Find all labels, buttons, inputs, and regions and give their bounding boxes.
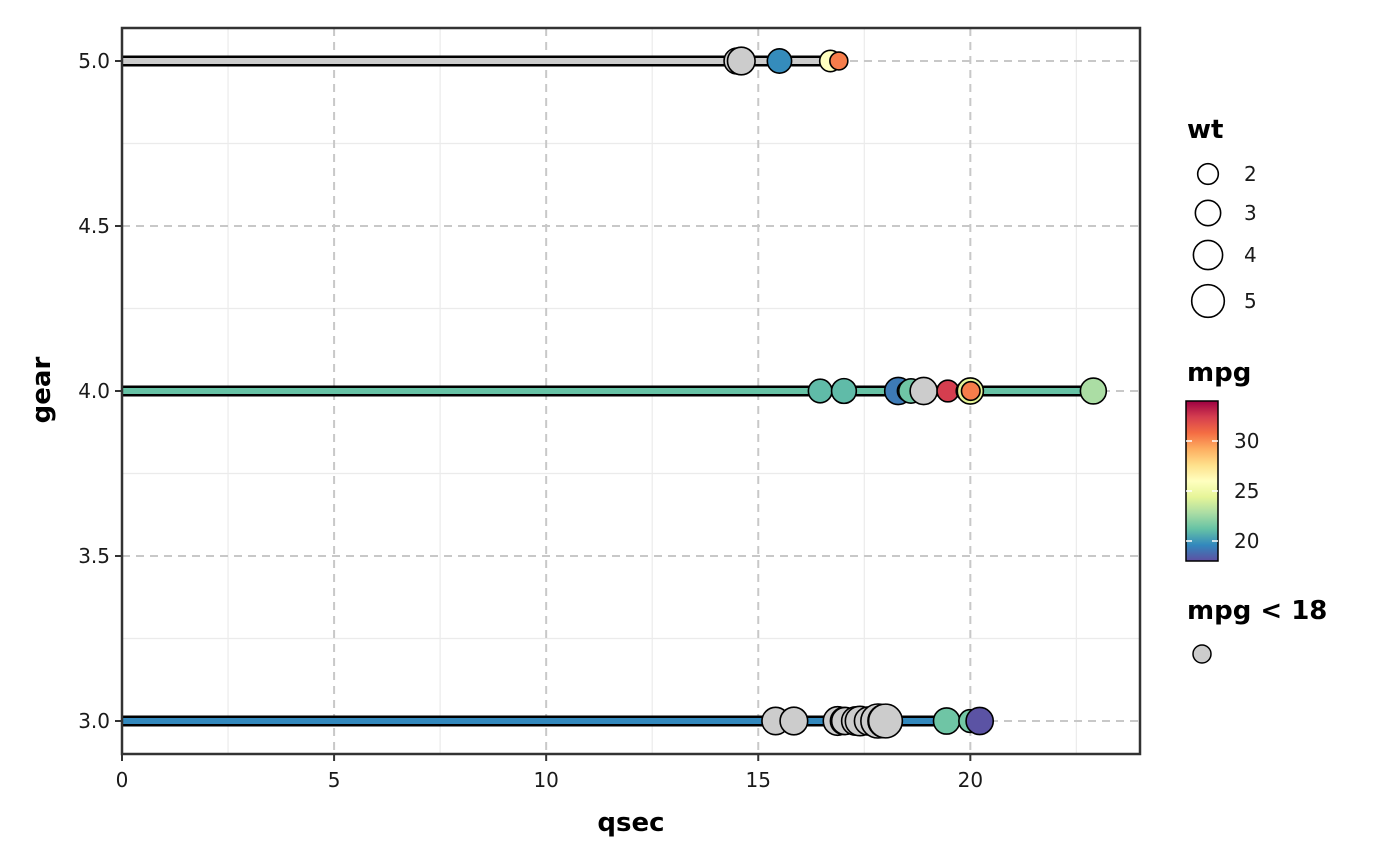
data-point	[779, 706, 809, 736]
x-tick-label: 0	[116, 768, 129, 792]
colorbar-label: 20	[1234, 529, 1259, 553]
colorbar	[1185, 400, 1219, 562]
data-point	[830, 377, 858, 405]
data-point	[829, 51, 849, 71]
colorbar-label: 30	[1234, 429, 1259, 453]
legend-size-label: 4	[1244, 243, 1257, 267]
legend-size-key	[1192, 239, 1224, 271]
data-point	[766, 48, 793, 74]
legend-highlight-key	[1192, 644, 1212, 664]
legend-color: mpg 20 25 30	[1185, 358, 1259, 562]
y-tick-label: 3.0	[78, 709, 110, 733]
legend-size-label: 2	[1244, 162, 1257, 186]
legend-size-key	[1196, 162, 1220, 186]
x-axis: 0 5 10 15 20	[116, 754, 983, 792]
y-tick-label: 4.5	[78, 214, 110, 238]
x-tick-label: 15	[746, 768, 771, 792]
x-axis-title: qsec	[597, 808, 664, 838]
legend-size-key	[1194, 199, 1222, 227]
y-tick-label: 4.0	[78, 379, 110, 403]
data-point	[807, 378, 833, 404]
data-point	[726, 46, 756, 76]
data-point	[1079, 377, 1108, 405]
data-points	[723, 46, 1108, 739]
y-axis: 3.0 3.5 4.0 4.5 5.0	[78, 49, 122, 733]
x-tick-label: 5	[328, 768, 341, 792]
legend-color-title: mpg	[1187, 358, 1251, 388]
data-point	[932, 707, 961, 735]
y-axis-title: gear	[27, 357, 57, 424]
legend-size-label: 5	[1244, 289, 1257, 313]
data-point	[965, 706, 995, 736]
x-tick-label: 10	[533, 768, 558, 792]
legend-size-label: 3	[1244, 201, 1257, 225]
data-point	[909, 376, 939, 406]
legend-size-title: wt	[1187, 115, 1223, 145]
data-point	[867, 703, 904, 739]
plot-panel	[120, 26, 1142, 756]
legend-highlight-title: mpg < 18	[1187, 596, 1327, 626]
y-tick-label: 5.0	[78, 49, 110, 73]
colorbar-label: 25	[1234, 479, 1259, 503]
legend-highlight: mpg < 18	[1187, 596, 1327, 664]
data-point	[960, 380, 981, 402]
x-tick-label: 20	[958, 768, 983, 792]
y-tick-label: 3.5	[78, 544, 110, 568]
legend-size: wt 2 3 4 5	[1187, 115, 1257, 319]
legend-size-key	[1190, 283, 1226, 319]
